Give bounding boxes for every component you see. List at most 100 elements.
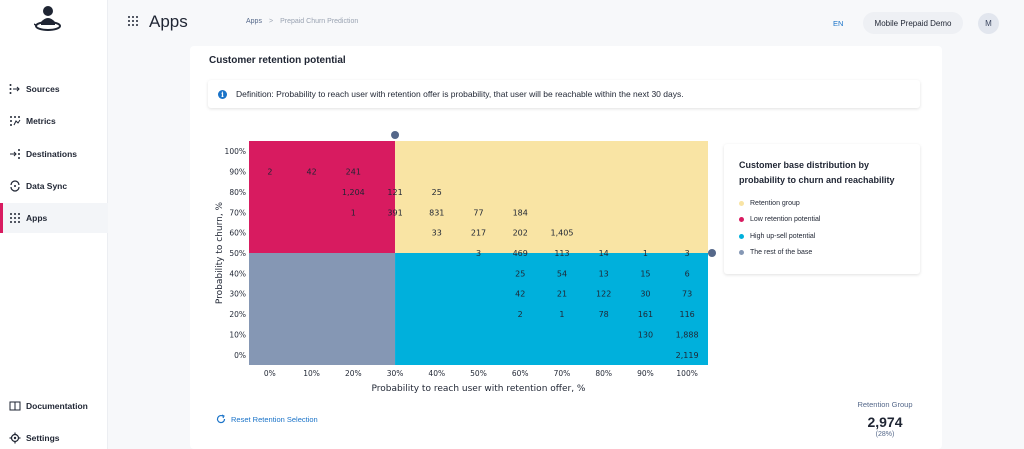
sidebar-item-label: Sources: [26, 84, 60, 94]
cell-value: 25: [515, 269, 525, 278]
legend-swatch: [739, 234, 744, 239]
y-tick-label: 30%: [229, 290, 246, 299]
cell-value: 30: [640, 290, 650, 299]
y-tick-label: 70%: [229, 208, 246, 217]
refresh-icon: [216, 414, 226, 424]
y-tick-label: 60%: [229, 229, 246, 238]
legend-label: The rest of the base: [750, 249, 813, 256]
retention-card: Customer retention potential i Definitio…: [190, 46, 942, 449]
y-tick-label: 10%: [229, 330, 246, 339]
legend-label: High up-sell potential: [750, 233, 816, 240]
cell-value: 2: [267, 168, 272, 177]
x-tick-label: 80%: [595, 369, 612, 378]
project-selector[interactable]: Mobile Prepaid Demo: [863, 12, 963, 34]
apps-icon: [9, 212, 21, 224]
y-tick-label: 80%: [229, 188, 246, 197]
sidebar-item-destinations[interactable]: Destinations: [0, 139, 108, 169]
y-axis-label: Probability to churn, %: [215, 201, 225, 304]
cell-value: 202: [513, 229, 528, 238]
cell-value: 122: [596, 290, 611, 299]
cell-value: 1: [559, 310, 564, 319]
cell-value: 25: [432, 188, 442, 197]
x-tick-label: 30%: [387, 369, 404, 378]
region-high-upsell: [395, 253, 708, 365]
y-tick-label: 40%: [229, 269, 246, 278]
x-tick-label: 0%: [264, 369, 276, 378]
cell-value: 217: [471, 229, 486, 238]
sidebar-item-label: Data Sync: [26, 181, 68, 191]
breadcrumb-item-apps[interactable]: Apps: [246, 18, 262, 25]
logo-icon[interactable]: [34, 4, 62, 34]
sidebar-item-label: Documentation: [26, 401, 88, 411]
x-tick-label: 10%: [303, 369, 320, 378]
y-tick-label: 90%: [229, 168, 246, 177]
sidebar-item-metrics[interactable]: Metrics: [0, 106, 108, 136]
avatar[interactable]: M: [978, 13, 999, 34]
x-tick-label: 70%: [554, 369, 571, 378]
y-tick-label: 20%: [229, 310, 246, 319]
sidebar-item-label: Settings: [26, 433, 60, 443]
cell-value: 42: [515, 290, 525, 299]
cell-value: 130: [638, 330, 653, 339]
info-icon: i: [218, 89, 227, 99]
cell-value: 2,119: [676, 351, 699, 360]
cell-value: 161: [638, 310, 653, 319]
cell-value: 184: [513, 208, 528, 217]
sidebar-item-label: Apps: [26, 213, 48, 223]
y-tick-label: 0%: [234, 351, 246, 360]
definition-box: i Definition: Probability to reach user …: [208, 80, 920, 108]
legend-label: Retention group: [750, 200, 800, 207]
churn-threshold-handle[interactable]: [708, 249, 716, 257]
cell-value: 54: [557, 269, 567, 278]
legend-swatch: [739, 250, 744, 255]
x-tick-label: 60%: [512, 369, 529, 378]
cell-value: 121: [387, 188, 402, 197]
cell-value: 78: [599, 310, 609, 319]
region-low-retention: [249, 141, 396, 253]
cell-value: 831: [429, 208, 444, 217]
cell-value: 21: [557, 290, 567, 299]
breadcrumb-item-current: Prepaid Churn Prediction: [280, 18, 359, 25]
sidebar-item-label: Destinations: [26, 149, 78, 159]
header: Apps Apps > Prepaid Churn Prediction EN Mo…: [108, 0, 1024, 46]
legend-swatch: [739, 217, 744, 222]
gear-icon: [9, 432, 21, 444]
sources-icon: [9, 83, 21, 95]
reset-selection-label: Reset Retention Selection: [231, 414, 318, 424]
legend-item-rest: The rest of the base: [739, 249, 812, 256]
reach-threshold-handle[interactable]: [391, 131, 400, 139]
stat-percent: (28%): [875, 431, 895, 438]
metrics-icon: [9, 115, 21, 127]
sidebar-item-sources[interactable]: Sources: [0, 74, 108, 104]
cell-value: 33: [432, 229, 442, 238]
language-switch[interactable]: EN: [833, 19, 844, 28]
legend-item-high-upsell: High up-sell potential: [739, 233, 815, 240]
legend: Customer base distribution by probabilit…: [724, 144, 920, 274]
cell-value: 77: [473, 208, 483, 217]
cell-value: 391: [387, 208, 402, 217]
legend-item-low-retention: Low retention potential: [739, 216, 820, 223]
sidebar-item-documentation[interactable]: Documentation: [0, 391, 108, 421]
cell-value: 73: [682, 290, 692, 299]
breadcrumb: Apps > Prepaid Churn Prediction: [246, 18, 358, 25]
cell-value: 14: [599, 249, 609, 258]
legend-swatch: [739, 201, 744, 206]
sidebar-item-data-sync[interactable]: Data Sync: [0, 171, 108, 201]
sidebar-item-label: Metrics: [26, 116, 56, 126]
cell-value: 1,204: [342, 188, 365, 197]
sidebar: Sources Metrics Destinations Data Sync A…: [0, 0, 108, 449]
sidebar-item-settings[interactable]: Settings: [0, 423, 108, 449]
x-tick-label: 40%: [428, 369, 445, 378]
cell-value: 241: [346, 168, 361, 177]
sidebar-item-apps[interactable]: Apps: [0, 203, 108, 233]
card-title: Customer retention potential: [209, 55, 346, 66]
apps-grid-icon[interactable]: [127, 15, 139, 27]
cell-value: 2: [518, 310, 523, 319]
reset-selection-button[interactable]: Reset Retention Selection: [216, 414, 318, 424]
cell-value: 113: [554, 249, 569, 258]
legend-label: Low retention potential: [750, 216, 821, 223]
region-rest-of-base: [249, 253, 396, 365]
x-tick-label: 50%: [470, 369, 487, 378]
stat-value: 2,974: [867, 414, 903, 430]
